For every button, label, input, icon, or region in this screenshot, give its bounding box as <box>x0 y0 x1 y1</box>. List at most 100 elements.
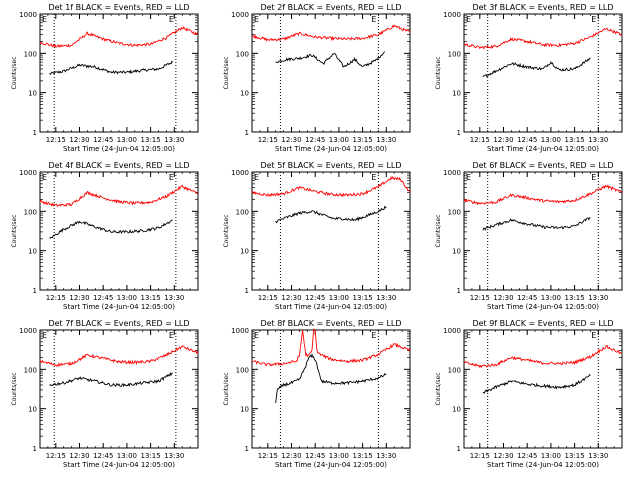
x-tick-label: 13:00 <box>329 136 349 144</box>
x-axis-label: Start Time (24-Jun-04 12:05:00) <box>275 303 387 311</box>
marker-label: E <box>254 331 259 340</box>
marker-label: E <box>254 173 259 182</box>
x-axis-label: Start Time (24-Jun-04 12:05:00) <box>63 303 175 311</box>
chart-title: Det 9f BLACK = Events, RED = LLD <box>472 319 613 328</box>
y-axis-label: Counts/sec <box>11 214 18 247</box>
y-tick-label: 1000 <box>19 169 37 177</box>
y-tick-label: 1000 <box>443 11 461 19</box>
y-tick-label: 100 <box>448 366 461 374</box>
plot-frame <box>463 13 623 133</box>
y-tick-label: 100 <box>236 208 249 216</box>
marker-label: E <box>591 331 596 340</box>
y-tick-label: 10 <box>240 248 249 256</box>
x-axis-label: Start Time (24-Jun-04 12:05:00) <box>275 461 387 469</box>
lld-series-line <box>463 184 623 206</box>
x-axis-label: Start Time (24-Jun-04 12:05:00) <box>275 145 387 153</box>
x-tick-label: 12:30 <box>493 136 513 144</box>
plot-frame <box>251 329 411 449</box>
chart-title: Det 6f BLACK = Events, RED = LLD <box>472 161 613 170</box>
events-series-line <box>482 373 591 394</box>
x-tick-label: 13:30 <box>164 452 184 460</box>
marker-label: E <box>371 173 376 182</box>
x-tick-label: 12:30 <box>69 452 89 460</box>
x-tick-label: 13:30 <box>376 136 396 144</box>
x-tick-label: 13:15 <box>353 452 373 460</box>
x-tick-label: 13:00 <box>541 294 561 302</box>
x-tick-label: 12:15 <box>258 136 278 144</box>
y-tick-label: 1 <box>245 287 249 295</box>
x-axis-label: Start Time (24-Jun-04 12:05:00) <box>487 303 599 311</box>
y-axis-label: Counts/sec <box>223 56 230 89</box>
x-tick-label: 13:30 <box>376 452 396 460</box>
chart-panel-9: Det 9f BLACK = Events, RED = LLD 1 10 100 10… <box>435 319 623 469</box>
y-tick-label: 1 <box>457 445 461 453</box>
x-tick-label: 13:15 <box>353 294 373 302</box>
x-tick-label: 12:30 <box>493 294 513 302</box>
y-axis-label: Counts/sec <box>435 56 442 89</box>
y-tick-label: 10 <box>28 406 37 414</box>
chart-panel-2: Det 2f BLACK = Events, RED = LLD 1 10 100 10… <box>223 3 411 153</box>
chart-title: Det 1f BLACK = Events, RED = LLD <box>48 3 189 12</box>
chart-panel-5: Det 5f BLACK = Events, RED = LLD 1 10 100 10… <box>223 161 411 311</box>
y-tick-label: 10 <box>452 248 461 256</box>
x-tick-label: 13:00 <box>329 294 349 302</box>
x-tick-label: 12:30 <box>281 136 301 144</box>
x-tick-label: 13:15 <box>565 452 585 460</box>
x-tick-label: 12:45 <box>305 136 325 144</box>
y-tick-label: 1 <box>33 445 37 453</box>
chart-panel-3: Det 3f BLACK = Events, RED = LLD 1 10 100 10… <box>435 3 623 153</box>
events-series-line <box>482 57 591 78</box>
x-tick-label: 13:15 <box>565 294 585 302</box>
x-tick-label: 12:45 <box>93 136 113 144</box>
x-tick-label: 12:30 <box>69 136 89 144</box>
y-tick-label: 100 <box>24 208 37 216</box>
lld-series-line <box>39 184 199 208</box>
events-series-line <box>49 60 173 75</box>
x-tick-label: 13:30 <box>164 136 184 144</box>
plot-frame <box>251 13 411 133</box>
x-tick-label: 12:15 <box>470 294 490 302</box>
x-tick-label: 13:00 <box>117 136 137 144</box>
x-axis-label: Start Time (24-Jun-04 12:05:00) <box>63 461 175 469</box>
x-tick-label: 13:15 <box>141 136 161 144</box>
chart-panel-4: Det 4f BLACK = Events, RED = LLD 1 10 100 10… <box>11 161 199 311</box>
marker-label: E <box>42 173 47 182</box>
y-tick-label: 10 <box>28 248 37 256</box>
y-tick-label: 100 <box>448 50 461 58</box>
x-tick-label: 13:30 <box>588 136 608 144</box>
y-tick-label: 100 <box>236 366 249 374</box>
x-tick-label: 13:00 <box>117 452 137 460</box>
marker-label: E <box>169 173 174 182</box>
plot-frame <box>251 171 411 291</box>
x-tick-label: 13:00 <box>541 452 561 460</box>
marker-label: E <box>42 15 47 24</box>
y-tick-label: 1 <box>457 287 461 295</box>
lld-series-line <box>251 175 411 198</box>
chart-panel-1: Det 1f BLACK = Events, RED = LLD 1 10 100 10… <box>11 3 199 153</box>
marker-label: E <box>466 331 471 340</box>
x-tick-label: 12:45 <box>305 452 325 460</box>
y-tick-label: 1000 <box>443 169 461 177</box>
chart-title: Det 8f BLACK = Events, RED = LLD <box>260 319 401 328</box>
x-tick-label: 13:30 <box>588 294 608 302</box>
x-tick-label: 12:15 <box>258 452 278 460</box>
x-tick-label: 13:15 <box>565 136 585 144</box>
x-axis-label: Start Time (24-Jun-04 12:05:00) <box>487 145 599 153</box>
x-tick-label: 13:30 <box>164 294 184 302</box>
events-series-line <box>482 217 591 231</box>
plot-frame <box>463 329 623 449</box>
events-series-line <box>49 219 173 239</box>
x-tick-label: 13:00 <box>117 294 137 302</box>
x-tick-label: 13:15 <box>141 294 161 302</box>
x-tick-label: 12:15 <box>258 294 278 302</box>
y-tick-label: 10 <box>452 90 461 98</box>
x-tick-label: 13:00 <box>541 136 561 144</box>
y-tick-label: 1000 <box>231 327 249 335</box>
x-tick-label: 12:30 <box>69 294 89 302</box>
y-tick-label: 10 <box>240 406 249 414</box>
y-axis-label: Counts/sec <box>435 372 442 405</box>
marker-label: E <box>169 331 174 340</box>
x-tick-label: 12:15 <box>46 452 66 460</box>
x-tick-label: 12:15 <box>46 294 66 302</box>
marker-label: E <box>42 331 47 340</box>
